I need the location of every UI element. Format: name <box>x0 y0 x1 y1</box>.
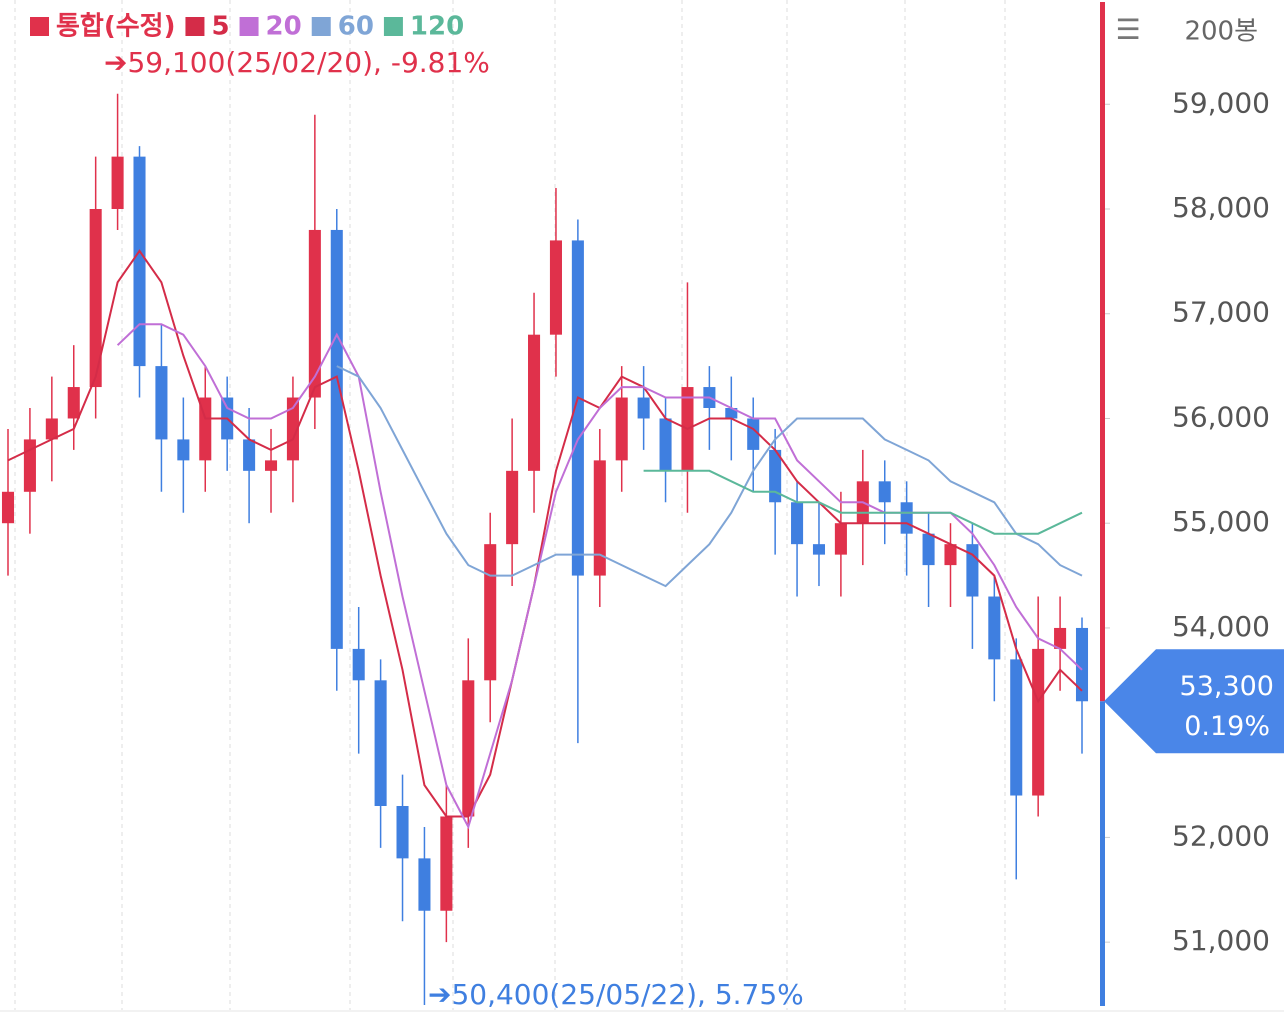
candle-body <box>462 680 475 817</box>
ma-line <box>643 469 1083 535</box>
y-tick-label: 51,000 <box>1172 924 1270 957</box>
candle-body <box>374 680 387 806</box>
candle-body <box>418 858 431 911</box>
legend-label: 5 <box>211 12 229 42</box>
last-change: 0.19% <box>1184 711 1270 742</box>
candle-body <box>615 397 628 461</box>
y-tick-label: 59,000 <box>1172 86 1270 119</box>
y-tick-label: 57,000 <box>1172 296 1270 329</box>
y-tick-label: 58,000 <box>1172 191 1270 224</box>
price-bar-down <box>1100 701 1105 1006</box>
annotation: ➔59,100(25/02/20), -9.81% <box>104 46 490 79</box>
candle-body <box>308 229 321 398</box>
candle-body <box>922 533 935 566</box>
candle-body <box>659 418 672 471</box>
candle-body <box>111 156 124 209</box>
y-tick-label: 52,000 <box>1172 819 1270 852</box>
candle-body <box>549 240 562 335</box>
candle-body <box>593 460 606 576</box>
candle-body <box>878 481 891 503</box>
legend-swatch <box>311 17 331 36</box>
candle-body <box>396 806 409 859</box>
legend-swatch <box>383 17 403 36</box>
legend-swatch <box>239 17 259 36</box>
ma-line <box>7 249 1083 818</box>
candle-body <box>45 418 58 440</box>
candle-body <box>1010 659 1023 796</box>
candle-body <box>264 460 278 471</box>
price-bar-up <box>1100 2 1105 702</box>
candle-body <box>571 240 584 576</box>
candle-body <box>133 156 146 367</box>
candle-body <box>440 816 453 911</box>
candle-body <box>155 366 168 440</box>
candle-body <box>23 439 36 492</box>
candle-body <box>199 397 212 461</box>
candle-body <box>988 596 1001 660</box>
candle-body <box>89 209 102 388</box>
candle-body <box>67 387 80 419</box>
candle-body <box>725 408 738 419</box>
legend-swatch <box>30 17 49 36</box>
candle-body <box>747 418 760 450</box>
candle-body <box>791 502 804 545</box>
ma-line <box>336 365 1083 588</box>
y-tick-label: 54,000 <box>1172 610 1270 643</box>
candle-body <box>484 544 497 681</box>
candle-body <box>1054 627 1067 649</box>
candle-body <box>944 544 957 566</box>
y-tick-label: 55,000 <box>1172 505 1270 538</box>
candle-body <box>177 439 190 461</box>
candle-body <box>1 491 15 524</box>
last-price: 53,300 <box>1180 671 1274 702</box>
menu-icon[interactable]: ☰ <box>1115 13 1140 46</box>
candle-body <box>243 439 256 471</box>
legend-label: 120 <box>410 12 464 42</box>
candle-body <box>637 397 650 419</box>
candle-body <box>834 523 847 555</box>
annotation: ➔50,400(25/05/22), 5.75% <box>428 978 804 1011</box>
candle-body <box>330 229 343 649</box>
candle-body <box>352 648 365 681</box>
legend-label: 60 <box>338 12 374 42</box>
candle-body <box>286 397 299 461</box>
y-tick-label: 56,000 <box>1172 400 1270 433</box>
bar-count[interactable]: 200봉 <box>1184 17 1258 47</box>
candle-body <box>1075 627 1089 702</box>
candle-body <box>900 502 913 534</box>
last-price-marker <box>1104 649 1284 754</box>
candle-body <box>769 449 782 503</box>
legend-swatch <box>185 17 205 36</box>
legend-label: 20 <box>266 12 302 42</box>
candle-body <box>812 544 826 555</box>
candle-body <box>506 470 519 545</box>
legend-label: 통합(수정) <box>56 12 175 42</box>
candle-body <box>1032 648 1045 796</box>
candle-body <box>528 334 541 471</box>
